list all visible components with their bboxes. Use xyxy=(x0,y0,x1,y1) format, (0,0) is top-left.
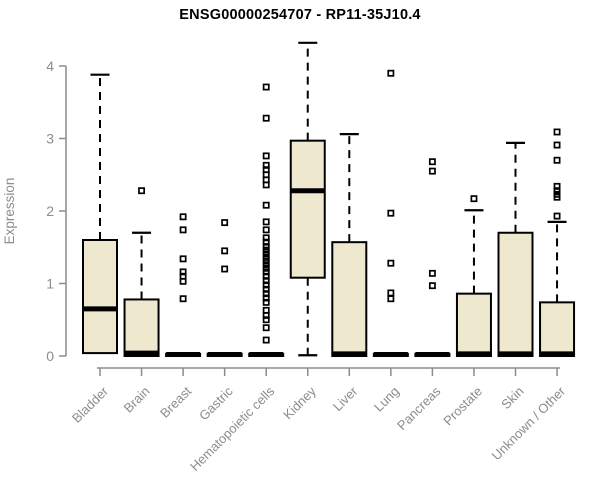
y-tick-label: 2 xyxy=(46,203,54,219)
outlier-point xyxy=(262,152,270,160)
outlier-point xyxy=(179,295,187,303)
iqr-box xyxy=(123,298,160,358)
outlier-point xyxy=(428,282,436,290)
outlier-point xyxy=(262,324,270,332)
outlier-point xyxy=(262,298,270,306)
x-category-label: Brain xyxy=(121,384,153,416)
outlier-point xyxy=(179,277,187,285)
outlier-point xyxy=(470,195,478,203)
outlier-point xyxy=(262,226,270,234)
outlier-point xyxy=(262,218,270,226)
x-category-label: Skin xyxy=(498,384,526,412)
iqr-box xyxy=(331,241,368,357)
outlier-point xyxy=(262,114,270,122)
chart-title: ENSG00000254707 - RP11-35J10.4 xyxy=(179,7,421,23)
y-tick-label: 1 xyxy=(46,276,54,292)
outlier-point xyxy=(387,209,395,217)
iqr-box xyxy=(455,292,492,357)
outlier-point xyxy=(221,265,229,273)
outlier-point xyxy=(553,212,561,220)
x-category-label: Liver xyxy=(330,383,361,414)
outlier-point xyxy=(179,255,187,263)
outlier-point xyxy=(262,264,270,272)
x-category-label: Bladder xyxy=(69,383,112,426)
outlier-point xyxy=(428,167,436,175)
outlier-point xyxy=(262,201,270,209)
y-tick-label: 4 xyxy=(46,58,54,74)
iqr-box xyxy=(289,139,326,279)
x-category-label: Breast xyxy=(157,383,194,420)
outlier-point xyxy=(262,257,270,265)
iqr-box xyxy=(82,239,118,355)
outlier-point xyxy=(553,156,561,164)
y-tick-label: 3 xyxy=(46,131,54,147)
x-category-label: Pancreas xyxy=(394,383,444,433)
outlier-point xyxy=(262,181,270,189)
outlier-point xyxy=(553,141,561,149)
x-category-label: Gastric xyxy=(196,383,236,423)
x-category-label: Kidney xyxy=(280,383,319,422)
outlier-point xyxy=(387,259,395,267)
outlier-point xyxy=(262,316,270,324)
outlier-point xyxy=(262,336,270,344)
iqr-box xyxy=(539,301,576,358)
outlier-point xyxy=(262,261,270,269)
outlier-point xyxy=(262,285,270,293)
outlier-point xyxy=(387,295,395,303)
y-axis-title: Expression xyxy=(2,178,17,245)
outlier-point xyxy=(262,253,270,261)
outlier-point xyxy=(553,187,561,195)
outlier-point xyxy=(387,69,395,77)
outlier-point xyxy=(428,269,436,277)
outlier-point xyxy=(387,289,395,297)
outlier-point xyxy=(262,83,270,91)
outlier-point xyxy=(138,187,145,195)
outlier-point xyxy=(221,219,229,227)
y-tick-label: 0 xyxy=(46,348,54,364)
outlier-point xyxy=(428,158,436,166)
outlier-point xyxy=(553,128,561,136)
outlier-point xyxy=(262,243,270,250)
x-category-label: Unknown / Other xyxy=(489,383,569,463)
outlier-point xyxy=(179,213,187,221)
outlier-point xyxy=(553,193,561,201)
x-category-label: Prostate xyxy=(440,384,485,429)
x-category-label: Lung xyxy=(371,384,402,415)
outlier-point xyxy=(262,250,270,258)
iqr-box xyxy=(497,231,534,357)
outlier-point xyxy=(179,226,187,234)
outlier-point xyxy=(262,246,270,254)
outlier-point xyxy=(221,247,229,255)
